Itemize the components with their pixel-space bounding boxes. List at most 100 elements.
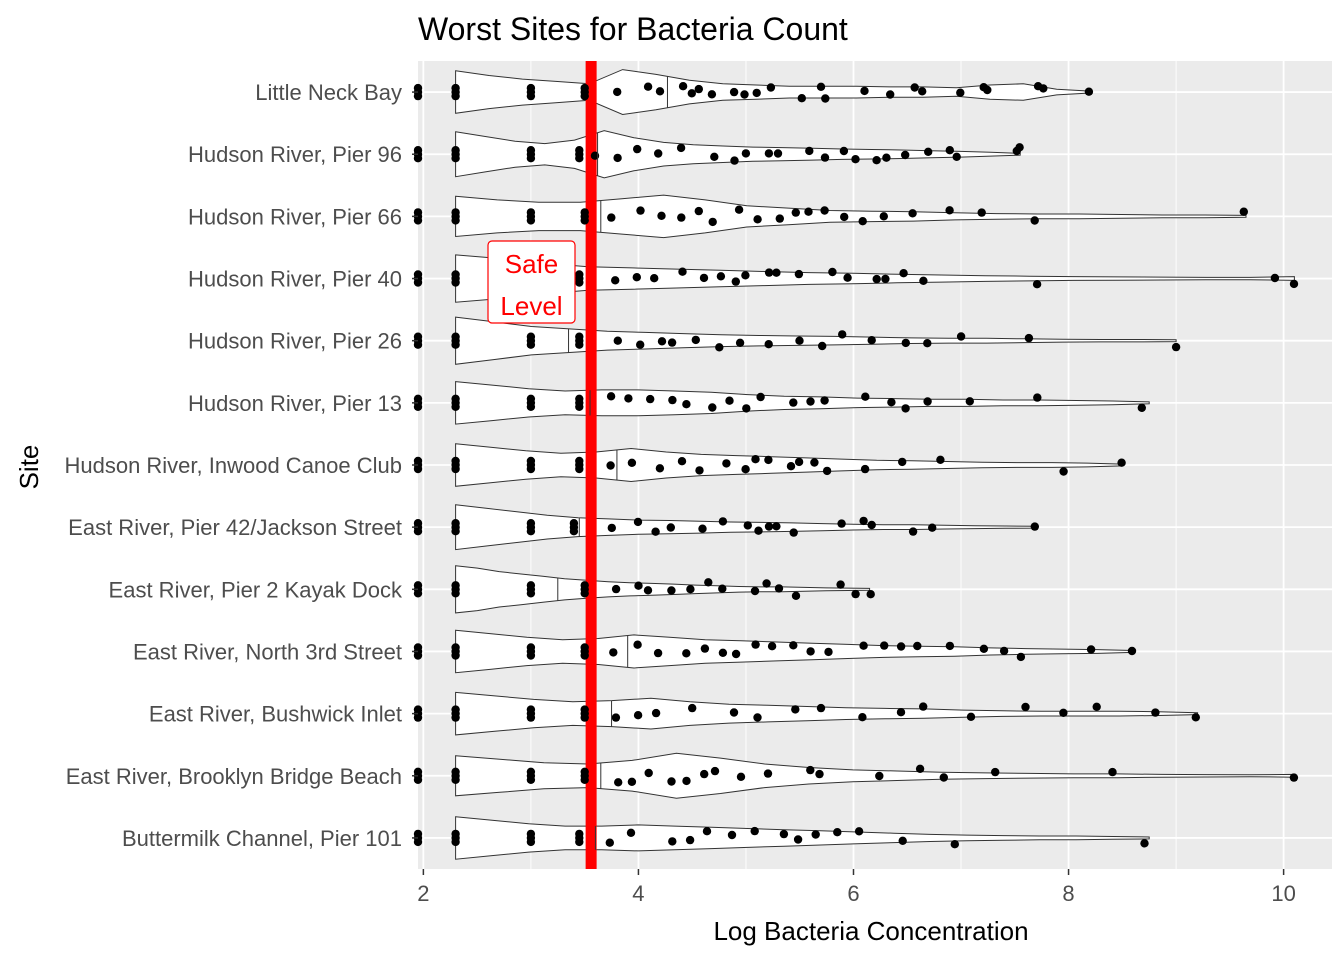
data-point: [729, 87, 739, 97]
data-point: [1127, 646, 1137, 656]
data-point: [789, 398, 798, 407]
data-point: [901, 150, 910, 160]
data-point: [413, 216, 423, 225]
data-point: [1033, 393, 1042, 402]
data-point: [413, 837, 423, 847]
data-point: [950, 840, 959, 849]
chart-title: Worst Sites for Bacteria Count: [418, 11, 848, 47]
data-point: [822, 466, 832, 476]
data-point: [772, 268, 781, 277]
y-tick-label: Little Neck Bay: [255, 80, 402, 105]
data-point: [677, 457, 687, 466]
data-point: [910, 83, 919, 92]
data-point: [1117, 458, 1126, 467]
data-point: [613, 336, 622, 345]
data-point: [810, 458, 819, 467]
data-point: [764, 522, 774, 531]
data-point: [833, 828, 842, 837]
data-point: [851, 155, 860, 164]
data-point: [939, 773, 948, 782]
data-point: [901, 338, 910, 348]
data-point: [606, 461, 615, 470]
data-point: [804, 207, 813, 216]
data-point: [451, 837, 460, 847]
data-point: [1021, 702, 1030, 712]
data-point: [1239, 207, 1249, 216]
x-tick-label: 8: [1062, 881, 1074, 906]
data-point: [839, 146, 849, 156]
data-point: [699, 273, 709, 283]
x-axis-tick-labels: 2 4 6 8 10: [417, 869, 1296, 906]
y-tick-label: East River, Pier 42/Jackson Street: [68, 515, 402, 540]
data-point: [740, 90, 749, 99]
data-point: [843, 273, 852, 282]
data-point: [821, 94, 830, 103]
data-point: [838, 330, 847, 339]
annotation-line-2: Level: [500, 291, 562, 321]
data-point: [580, 589, 589, 598]
x-tick-label: 2: [417, 881, 429, 906]
data-point: [1289, 773, 1299, 782]
data-point: [791, 208, 800, 217]
data-point: [816, 82, 826, 92]
data-point: [734, 205, 744, 214]
data-point: [667, 338, 677, 347]
x-tick-label: 4: [632, 881, 644, 906]
data-point: [413, 775, 423, 784]
data-point: [526, 340, 536, 349]
data-point: [793, 835, 803, 844]
data-point: [913, 641, 922, 651]
data-point: [952, 152, 961, 161]
x-tick-label: 6: [847, 881, 859, 906]
x-axis-title: Log Bacteria Concentration: [713, 916, 1028, 946]
data-point: [1270, 273, 1280, 283]
data-point: [966, 712, 976, 721]
data-point: [767, 642, 777, 651]
violin-12: [455, 816, 1150, 860]
data-point: [678, 267, 687, 276]
data-point: [872, 156, 881, 165]
data-point: [861, 392, 870, 401]
data-point: [786, 462, 796, 471]
data-point: [779, 829, 789, 839]
data-point: [752, 88, 761, 98]
data-point: [816, 703, 826, 713]
y-tick-label: East River, North 3rd Street: [133, 639, 402, 664]
data-point: [936, 455, 945, 464]
data-point: [451, 464, 460, 474]
safe-level-annotation: Safe Level: [487, 240, 576, 324]
data-point: [867, 520, 876, 530]
data-point: [655, 87, 665, 96]
data-point: [451, 154, 460, 163]
data-point: [580, 651, 589, 660]
data-point: [413, 651, 423, 660]
data-point: [837, 519, 846, 528]
data-point: [820, 153, 830, 162]
data-point: [1289, 279, 1299, 289]
data-point: [722, 459, 731, 468]
data-point: [413, 91, 423, 101]
data-point: [526, 775, 536, 784]
annotation-box: [487, 240, 576, 324]
data-point: [668, 837, 677, 846]
data-point: [725, 396, 734, 405]
data-point: [879, 212, 888, 221]
data-point: [820, 396, 829, 405]
data-point: [1030, 522, 1040, 531]
data-point: [999, 646, 1009, 656]
data-point: [580, 713, 589, 722]
data-point: [908, 527, 918, 536]
data-point: [764, 455, 773, 465]
data-point: [691, 335, 700, 345]
data-point: [676, 143, 686, 153]
data-point: [606, 392, 616, 401]
data-point: [1032, 280, 1042, 289]
data-point: [605, 838, 614, 847]
data-point: [698, 524, 707, 533]
data-point: [756, 392, 765, 402]
x-tick-label: 10: [1271, 881, 1295, 906]
data-point: [687, 89, 696, 98]
data-point: [451, 278, 460, 287]
data-point: [923, 339, 932, 348]
data-point: [854, 827, 864, 836]
